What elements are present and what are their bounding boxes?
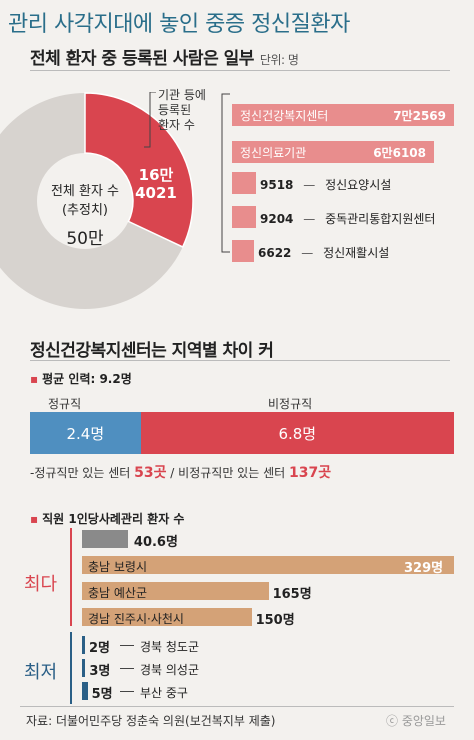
- bar-row-mental-health-center: 정신건강복지센터 7만2569: [232, 104, 454, 126]
- caseload-bar: [82, 556, 454, 574]
- caseload-bar: [82, 608, 252, 626]
- donut-total-label-1: 전체 환자 수: [50, 184, 120, 199]
- caseload-row-least: 5명 부산 중구: [82, 682, 462, 702]
- leader-line: [120, 668, 134, 669]
- caseload-row-most: 충남 보령시 329명: [82, 556, 462, 576]
- caseload-value-label: 329명: [404, 561, 444, 576]
- callout-leader: [144, 92, 156, 148]
- legend-irregular: 비정규직: [268, 397, 313, 411]
- callout-line-2: 등록된: [158, 103, 192, 117]
- bar-value-label: 7만2569: [393, 108, 446, 123]
- bar-category-label: 정신재활시설: [323, 246, 390, 260]
- bar-category-label: 정신건강복지센터: [240, 108, 329, 123]
- subtitle-underline: [30, 70, 450, 71]
- group-line-most: [70, 528, 72, 626]
- chart-subtitle: 전체 환자 중 등록된 사람은 일부 단위: 명: [30, 44, 299, 69]
- bar-rehab-facility: [232, 240, 254, 262]
- donut-slice-label: 16만 4021: [126, 166, 186, 202]
- page-title: 관리 사각지대에 놓인 중증 정신질환자: [8, 12, 350, 37]
- small-row-addiction-center: 9204 — 중독관리통합지원센터: [260, 212, 436, 226]
- bar-nursing-facility: [232, 172, 256, 194]
- least-rows: 2명 경북 청도군 3명 경북 의성군 5명 부산 중구: [82, 636, 462, 705]
- caseload-bar: [82, 636, 85, 654]
- group-line-least: [70, 632, 72, 704]
- segment-regular: 2.4명: [30, 412, 141, 454]
- caseload-title-text: 직원 1인당사례관리 환자 수: [42, 512, 185, 526]
- donut-center-label: 전체 환자 수 (추정치) 50만: [30, 180, 140, 249]
- callout-lines: [144, 92, 230, 253]
- caseload-value-label: 165명: [272, 587, 312, 602]
- caseload-value-label: 150명: [255, 613, 295, 628]
- caseload-bar: [82, 682, 88, 700]
- small-row-rehab-facility: 6622 — 정신재활시설: [258, 246, 390, 260]
- donut-total-label-2: (추정치): [61, 203, 109, 218]
- caseload-title: ▪ 직원 1인당사례관리 환자 수: [30, 510, 184, 527]
- segment-irregular: 6.8명: [140, 412, 454, 454]
- average-staff-label: ▪ 평균 인력: 9.2명: [30, 370, 132, 387]
- bar-value-label: 9204: [260, 212, 294, 226]
- segment-regular-label: 2.4명: [66, 424, 105, 443]
- donut-registered-slice: [84, 92, 194, 248]
- average-value-label: 40.6명: [133, 535, 178, 550]
- bar-value-label: 6만6108: [373, 145, 426, 160]
- registered-callout: 기관 등에 등록된 환자 수: [158, 88, 206, 133]
- bar-value-label: 6622: [258, 246, 292, 260]
- bracket-line: [221, 93, 230, 253]
- caseload-category-label: 충남 보령시: [88, 560, 148, 574]
- caseload-value-label: 3명: [89, 664, 111, 679]
- caseload-row-least: 2명 경북 청도군: [82, 636, 462, 656]
- bar-category-label: 중독관리통합지원센터: [325, 212, 436, 226]
- caseload-category-label: 경북 청도군: [140, 640, 200, 654]
- leader-line: [120, 691, 134, 692]
- caseload-category-label: 경북 의성군: [140, 663, 200, 677]
- bullet-dot: ▪: [30, 512, 39, 526]
- note-count-irregular: 137곳: [288, 465, 332, 481]
- publisher-logo: ⓒ 중앙일보: [386, 714, 446, 728]
- leader-line: [120, 645, 134, 646]
- caseload-row-most: 충남 예산군 165명: [82, 582, 462, 602]
- group-label-least: 최저: [24, 662, 58, 683]
- slice-value-line1: 16만: [138, 166, 174, 184]
- average-staff-text: 평균 인력: 9.2명: [42, 372, 132, 386]
- average-bar: [82, 530, 128, 548]
- subtitle-text: 전체 환자 중 등록된 사람은 일부: [30, 49, 254, 69]
- caseload-bar: [82, 659, 86, 677]
- caseload-value-label: 2명: [89, 641, 111, 656]
- group-label-most: 최다: [24, 574, 58, 595]
- unit-label: 단위: 명: [259, 53, 299, 67]
- donut-chart: [0, 92, 194, 309]
- caseload-row-most: 경남 진주시·사천시 150명: [82, 608, 462, 628]
- note-part-1: -정규직만 있는 센터: [30, 466, 135, 480]
- note-part-2: / 비정규직만 있는 센터: [166, 466, 289, 480]
- caseload-category-label: 경남 진주시·사천시: [88, 612, 184, 626]
- footer-divider: [20, 706, 454, 707]
- segment-irregular-label: 6.8명: [278, 424, 317, 443]
- bar-row-psychiatric-institution: 정신의료기관 6만6108: [232, 141, 434, 163]
- bar-category-label: 정신요양시설: [325, 178, 392, 192]
- bar-category-label: 정신의료기관: [240, 145, 307, 160]
- section-underline: [30, 360, 450, 361]
- bullet-dot: ▪: [30, 372, 39, 386]
- donut-total-value: 50만: [66, 229, 104, 249]
- small-row-nursing-facility: 9518 — 정신요양시설: [260, 178, 392, 192]
- caseload-row-least: 3명 경북 의성군: [82, 659, 462, 679]
- legend-regular: 정규직: [48, 397, 82, 411]
- caseload-bar: [82, 582, 269, 600]
- note-count-regular: 53곳: [134, 465, 167, 481]
- caseload-value-label: 5명: [91, 687, 113, 702]
- staff-stacked-bar: 2.4명 6.8명: [30, 412, 454, 454]
- centers-note: -정규직만 있는 센터 53곳 / 비정규직만 있는 센터 137곳: [30, 462, 331, 482]
- bar-addiction-center: [232, 206, 256, 228]
- section-title-regional: 정신건강복지센터는 지역별 차이 커: [30, 341, 274, 361]
- source-note: 자료: 더불어민주당 정춘숙 의원(보건복지부 제출): [26, 714, 276, 728]
- callout-line-1: 기관 등에: [158, 88, 206, 102]
- caseload-category-label: 부산 중구: [140, 686, 188, 700]
- caseload-category-label: 충남 예산군: [88, 586, 148, 600]
- bar-value-label: 9518: [260, 178, 294, 192]
- slice-value-line2: 4021: [135, 184, 177, 202]
- callout-line-3: 환자 수: [158, 118, 195, 132]
